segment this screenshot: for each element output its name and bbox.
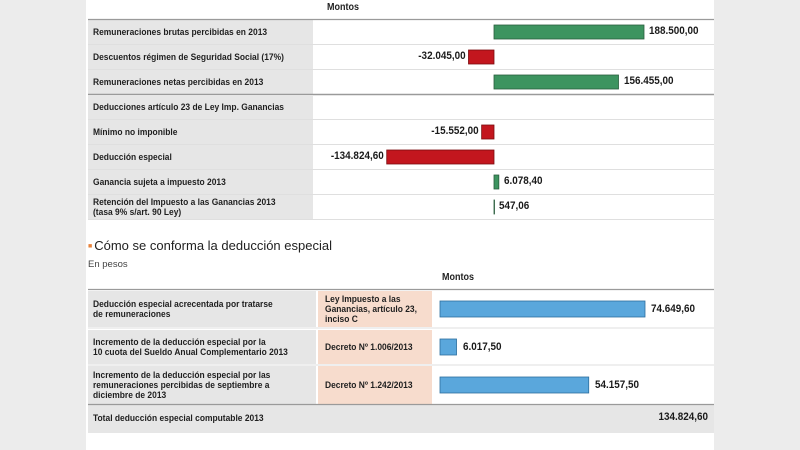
table2-source-label: inciso C bbox=[325, 314, 358, 325]
table1-label-cell bbox=[88, 170, 313, 194]
section-bullet-icon: ■ bbox=[88, 243, 93, 250]
bar-chart1-4 bbox=[481, 124, 495, 140]
table1-label-cell bbox=[88, 145, 313, 169]
total-row-bg bbox=[88, 405, 714, 433]
table2-row-label: Deducción especial acrecentada por trata… bbox=[93, 299, 273, 310]
table2-source-cell bbox=[318, 291, 432, 327]
table1-label-cell bbox=[88, 20, 313, 44]
value-label-chart2: 74.649,60 bbox=[651, 303, 696, 315]
bar-chart1-2 bbox=[493, 74, 619, 90]
total-value: 134.824,60 bbox=[658, 411, 708, 423]
table2-row-label: remuneraciones percibidas de septiembre … bbox=[93, 380, 270, 391]
table1-label-cell bbox=[88, 195, 313, 219]
table2-source-label: Decreto Nº 1.242/2013 bbox=[325, 380, 413, 391]
table1-label-cell bbox=[88, 95, 313, 119]
bar-chart1-7 bbox=[493, 199, 495, 215]
total-label: Total deducción especial computable 2013 bbox=[93, 413, 264, 424]
table2-label-cell bbox=[88, 330, 316, 364]
bar-chart1-6 bbox=[493, 174, 500, 190]
table2-source-label: Ganancias, artículo 23, bbox=[325, 304, 417, 315]
table2-source-cell bbox=[318, 330, 432, 364]
table2-row-label: Incremento de la deducción especial por … bbox=[93, 337, 266, 348]
table1-row-label: Remuneraciones brutas percibidas en 2013 bbox=[93, 27, 268, 38]
table1-row-label: Deducción especial bbox=[93, 152, 172, 163]
table1-row-label: Mínimo no imponible bbox=[93, 127, 178, 138]
value-label-chart1: 188.500,00 bbox=[649, 25, 699, 37]
table1-label-cell bbox=[88, 70, 313, 94]
table1-row-label: (tasa 9% s/art. 90 Ley) bbox=[93, 207, 182, 218]
bar-chart2-0 bbox=[439, 300, 646, 318]
value-label-chart2: 54.157,50 bbox=[594, 379, 639, 391]
table1-row-label: Deducciones artículo 23 de Ley Imp. Gana… bbox=[93, 102, 284, 113]
table2-row-label: Incremento de la deducción especial por … bbox=[93, 370, 271, 381]
value-label-chart1: -15.552,00 bbox=[431, 125, 479, 137]
section2-title: ■ Cómo se conforma la deducción especial bbox=[88, 238, 332, 253]
table2-source-label: Ley Impuesto a las bbox=[325, 294, 401, 305]
table2-source-cell bbox=[318, 366, 432, 404]
left-margin bbox=[0, 0, 86, 450]
table2-source-label: Decreto Nº 1.006/2013 bbox=[325, 342, 413, 353]
montos-header-2: Montos bbox=[442, 272, 474, 283]
table1-label-cell bbox=[88, 120, 313, 144]
right-margin bbox=[714, 0, 800, 450]
table1-row-label: Remuneraciones netas percibidas en 2013 bbox=[93, 77, 264, 88]
value-label-chart1: 547,06 bbox=[499, 200, 530, 212]
value-label-chart1: 156.455,00 bbox=[623, 75, 674, 87]
table2-row-label: de remuneraciones bbox=[93, 309, 171, 320]
table1-row-label: Ganancia sujeta a impuesto 2013 bbox=[93, 177, 226, 188]
value-label-chart1: 6.078,40 bbox=[503, 175, 543, 187]
table2-row-label: 10 cuota del Sueldo Anual Complementario… bbox=[93, 347, 288, 358]
value-label-chart1: -134.824,60 bbox=[330, 150, 384, 162]
bar-chart1-1 bbox=[468, 49, 495, 65]
table1-row-label: Retención del Impuesto a las Ganancias 2… bbox=[93, 197, 276, 208]
table1-label-cell bbox=[88, 45, 313, 69]
bar-chart2-2 bbox=[439, 376, 590, 394]
section2-subtitle: En pesos bbox=[88, 259, 128, 270]
table2-row-label: diciembre de 2013 bbox=[93, 390, 167, 401]
bar-chart1-5 bbox=[386, 149, 495, 165]
table1-row-label: Descuentos régimen de Seguridad Social (… bbox=[93, 52, 284, 63]
value-label-chart2: 6.017,50 bbox=[462, 341, 502, 353]
value-label-chart1: -32.045,00 bbox=[418, 50, 466, 62]
section2-title-text: Cómo se conforma la deducción especial bbox=[94, 238, 332, 253]
bar-chart1-0 bbox=[493, 24, 645, 40]
table2-label-cell bbox=[88, 291, 316, 327]
bar-chart2-1 bbox=[439, 338, 457, 356]
montos-header-1: Montos bbox=[327, 2, 359, 13]
table2-label-cell bbox=[88, 366, 316, 404]
